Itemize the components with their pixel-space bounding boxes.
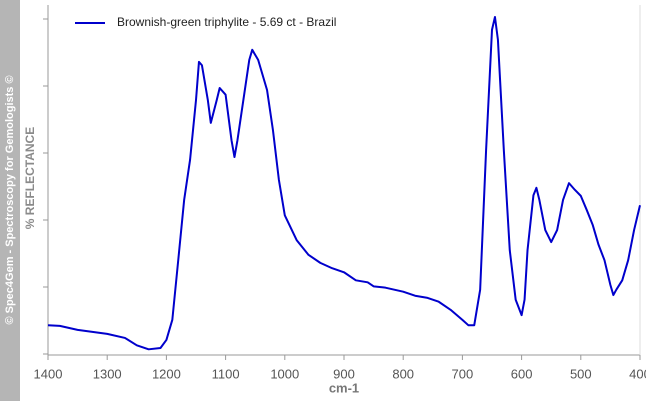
x-tick-label: 1000 <box>270 366 299 381</box>
y-axis-label: % REFLECTANCE <box>23 127 37 229</box>
x-tick-label: 1100 <box>212 366 240 381</box>
legend-label: Brownish-green triphylite - 5.69 ct - Br… <box>117 15 336 29</box>
credit: © Spec4Gem - Spectroscopy for Gemologist… <box>4 75 16 324</box>
x-tick-label: 800 <box>392 366 414 381</box>
x-tick-label: 1200 <box>152 366 181 381</box>
x-tick-label: 700 <box>452 366 474 381</box>
x-tick-label: 1400 <box>34 366 63 381</box>
x-tick-label: 1300 <box>93 366 122 381</box>
x-tick-label: 500 <box>570 366 592 381</box>
x-tick-label: 600 <box>511 366 533 381</box>
x-axis-label: cm-1 <box>329 380 359 395</box>
spectrum-line <box>47 15 641 351</box>
credit-strip <box>0 0 20 401</box>
x-tick-label: 900 <box>333 366 355 381</box>
x-tick-label: 400 <box>629 366 646 381</box>
